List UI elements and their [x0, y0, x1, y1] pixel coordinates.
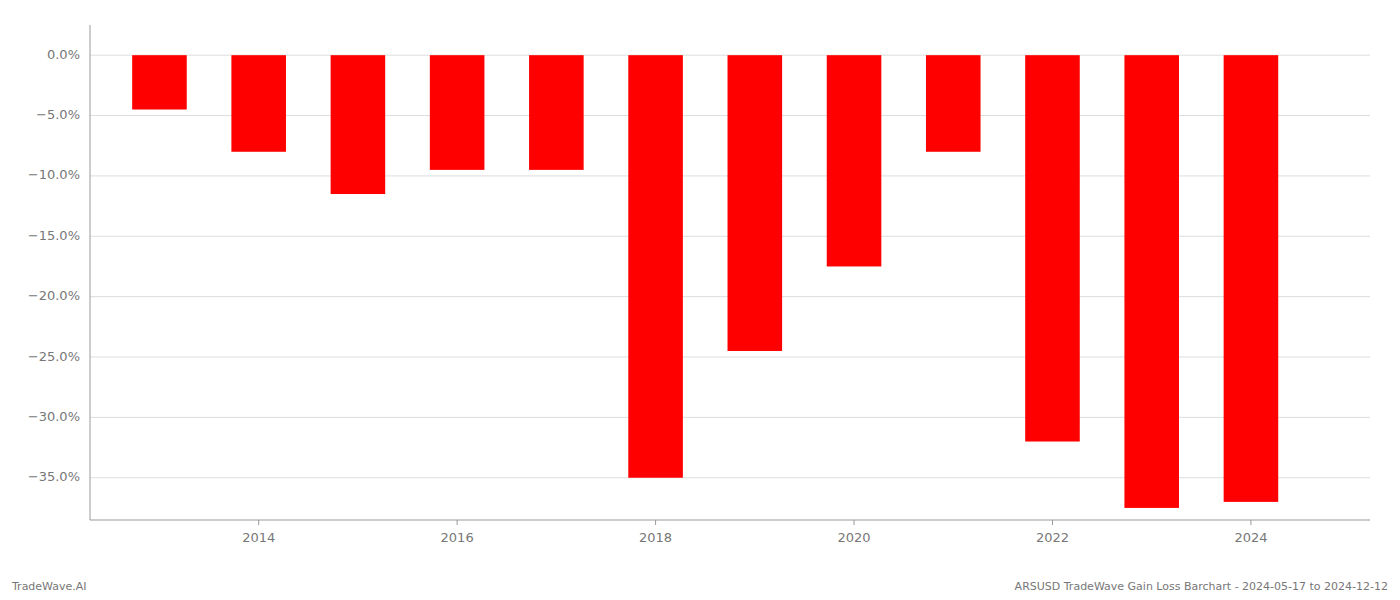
footer-text: TradeWave.AI: [11, 580, 87, 593]
bar: [331, 55, 386, 194]
bar: [132, 55, 187, 109]
y-tick-label: −20.0%: [28, 288, 80, 303]
y-ticks: 0.0% −5.0% −10.0% −15.0% −20.0% −25.0% −30.0% −…: [28, 47, 80, 485]
bar: [1224, 55, 1279, 502]
x-tick-label: 2014: [242, 530, 275, 545]
y-tick-label: −35.0%: [28, 469, 80, 484]
bar: [728, 55, 783, 351]
y-tick-label: −30.0%: [28, 409, 80, 424]
bar: [1124, 55, 1179, 508]
bar: [827, 55, 882, 266]
x-tick: [258, 520, 259, 525]
y-tick-label: −15.0%: [28, 228, 80, 243]
bar: [628, 55, 683, 478]
x-ticks: 2014 2016 2018 2020 2022 2024: [242, 520, 1267, 545]
y-tick-label: −10.0%: [28, 167, 80, 182]
x-axis-line: [90, 520, 1370, 521]
footer-text: ARSUSD TradeWave Gain Loss Barchart - 20…: [1015, 580, 1388, 593]
x-tick-label: 2020: [837, 530, 870, 545]
x-tick: [655, 520, 656, 525]
x-tick: [1052, 520, 1053, 525]
x-tick-label: 2024: [1234, 530, 1267, 545]
y-axis-line: [90, 25, 91, 520]
background: [0, 0, 1400, 600]
bar: [529, 55, 584, 170]
bars: [132, 55, 1278, 508]
x-tick: [1250, 520, 1251, 525]
y-tick-label: 0.0%: [47, 47, 80, 62]
bar: [231, 55, 286, 152]
x-tick: [854, 520, 855, 525]
bar: [926, 55, 981, 152]
x-tick-label: 2022: [1036, 530, 1069, 545]
y-tick-label: −25.0%: [28, 349, 80, 364]
chart: 0.0% −5.0% −10.0% −15.0% −20.0% −25.0% −30.0% −…: [0, 0, 1400, 600]
page: {"chart_data": {"type": "bar", "x": [201…: [0, 0, 1400, 600]
x-tick-label: 2018: [639, 530, 672, 545]
y-tick-label: −5.0%: [36, 107, 80, 122]
bar: [430, 55, 485, 170]
x-tick: [457, 520, 458, 525]
bar: [1025, 55, 1080, 441]
x-tick-label: 2016: [441, 530, 474, 545]
